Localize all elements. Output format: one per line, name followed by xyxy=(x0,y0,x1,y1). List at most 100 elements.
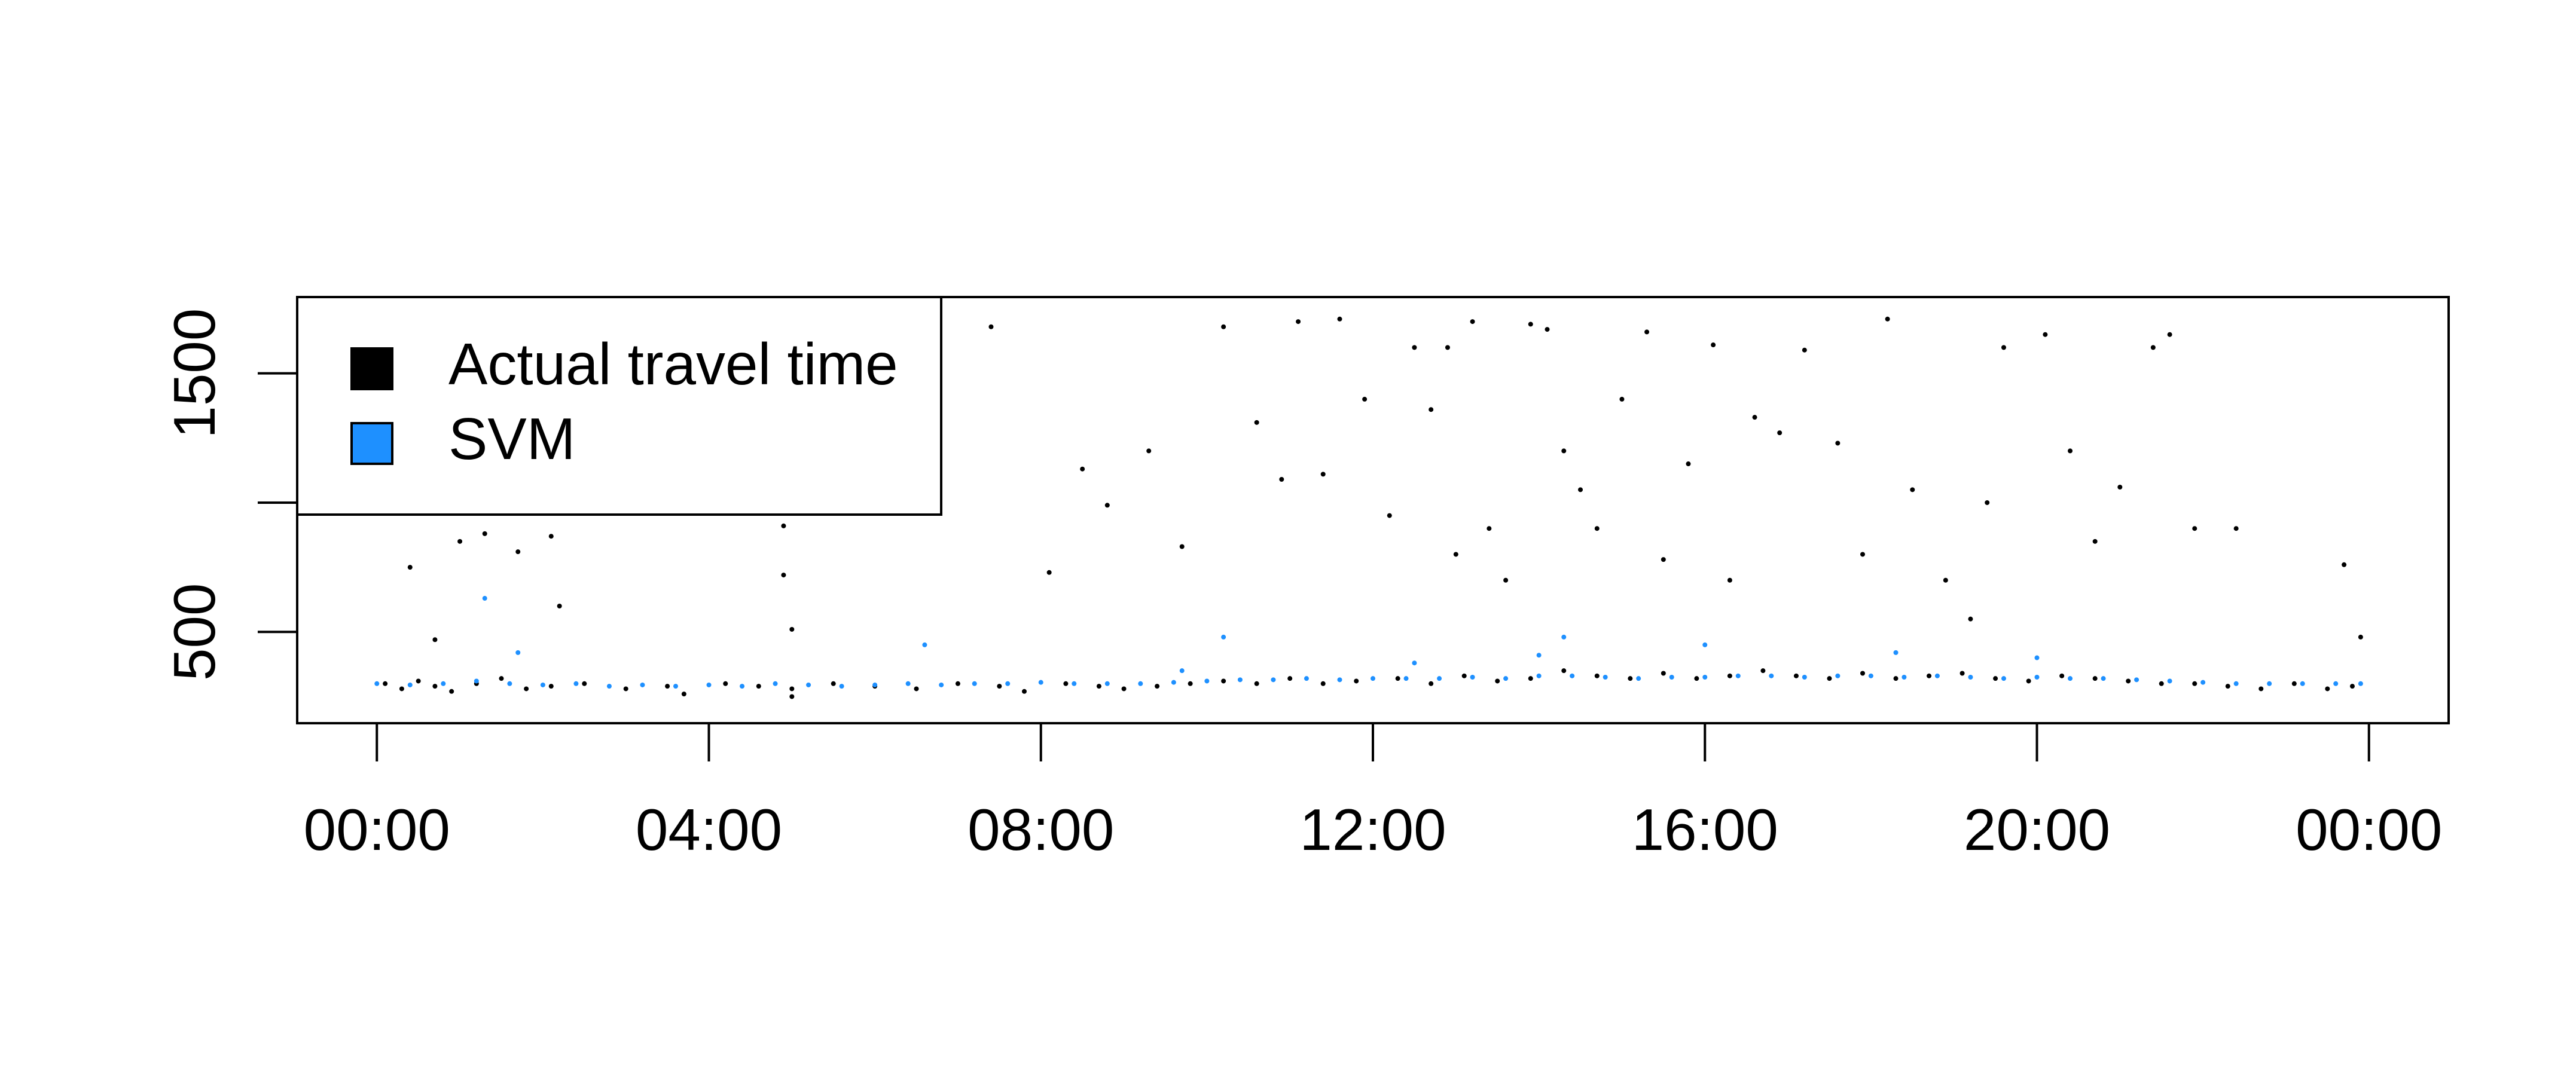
point xyxy=(1545,327,1550,332)
point xyxy=(1138,681,1143,686)
point xyxy=(2001,676,2006,681)
point xyxy=(1910,487,1915,492)
x-tick-label: 00:00 xyxy=(304,797,450,862)
point xyxy=(1893,650,1899,655)
point xyxy=(449,689,454,694)
x-tick-label: 12:00 xyxy=(1299,797,1446,862)
point xyxy=(1296,319,1301,325)
point xyxy=(1121,686,1127,692)
point xyxy=(1536,673,1542,678)
point xyxy=(1155,684,1160,689)
point xyxy=(681,692,686,697)
point xyxy=(1752,415,1757,420)
point xyxy=(1927,673,1932,678)
x-tick-label: 20:00 xyxy=(1964,797,2110,862)
point xyxy=(1686,461,1691,467)
point xyxy=(1304,676,1309,681)
point xyxy=(2117,484,2123,490)
point xyxy=(1777,430,1783,436)
point xyxy=(1594,526,1600,531)
point xyxy=(1188,681,1193,686)
point xyxy=(1437,676,1442,681)
point xyxy=(1287,676,1293,681)
point xyxy=(1570,673,1575,678)
point xyxy=(1470,674,1475,680)
point xyxy=(1802,347,1807,353)
point xyxy=(665,684,670,689)
point xyxy=(1279,477,1284,482)
point xyxy=(1661,671,1666,676)
point xyxy=(1628,676,1633,681)
point xyxy=(673,684,678,689)
point xyxy=(432,637,438,643)
point xyxy=(407,682,413,687)
point xyxy=(773,681,778,686)
point xyxy=(540,682,545,687)
point xyxy=(1237,677,1243,683)
point xyxy=(1902,674,1907,680)
point xyxy=(1179,668,1185,674)
point xyxy=(1453,552,1458,557)
point xyxy=(2092,539,2098,544)
point xyxy=(789,694,795,699)
point xyxy=(1735,673,1741,678)
legend-label: SVM xyxy=(448,406,575,472)
point xyxy=(1221,678,1226,684)
x-tick-label: 08:00 xyxy=(967,797,1114,862)
point xyxy=(1702,674,1708,680)
point xyxy=(2300,681,2305,686)
point xyxy=(1495,678,1500,684)
point xyxy=(1561,668,1567,674)
point xyxy=(1080,466,1085,472)
point xyxy=(474,678,479,684)
point xyxy=(1429,407,1434,412)
point xyxy=(1362,396,1368,402)
point xyxy=(2068,448,2073,454)
point xyxy=(1561,634,1567,640)
point xyxy=(1868,673,1873,678)
point xyxy=(955,681,960,686)
point xyxy=(972,681,977,686)
point xyxy=(2233,526,2239,531)
point xyxy=(441,681,446,686)
point xyxy=(1528,676,1533,681)
point xyxy=(2167,678,2172,684)
point xyxy=(1271,677,1276,683)
point xyxy=(1603,674,1608,680)
point xyxy=(1046,570,1052,575)
point xyxy=(457,539,463,544)
point xyxy=(432,684,438,689)
point xyxy=(640,682,645,687)
point xyxy=(1644,329,1650,335)
point xyxy=(1179,544,1185,549)
legend-label: Actual travel time xyxy=(448,331,898,397)
y-tick-label: 500 xyxy=(161,583,227,681)
point xyxy=(1594,673,1600,678)
point xyxy=(2333,681,2339,686)
point xyxy=(1146,448,1152,454)
point xyxy=(1893,676,1899,681)
point xyxy=(922,642,927,647)
point xyxy=(2167,332,2172,337)
point xyxy=(1021,689,1027,694)
point xyxy=(839,684,844,689)
point xyxy=(806,682,811,687)
point xyxy=(1528,322,1533,327)
point xyxy=(1461,673,1467,678)
point xyxy=(507,681,512,686)
point xyxy=(1860,671,1865,676)
point xyxy=(515,549,521,555)
point xyxy=(831,681,836,686)
point xyxy=(1221,634,1226,640)
point xyxy=(2192,526,2197,531)
x-tick-label: 00:00 xyxy=(2296,797,2442,862)
x-tick-label: 04:00 xyxy=(636,797,782,862)
point xyxy=(997,684,1002,689)
legend-swatch xyxy=(350,347,393,390)
point xyxy=(582,681,587,686)
point xyxy=(623,686,628,692)
point xyxy=(1429,681,1434,686)
point xyxy=(1072,681,1077,686)
point xyxy=(1934,673,1940,678)
point xyxy=(1885,316,1890,322)
